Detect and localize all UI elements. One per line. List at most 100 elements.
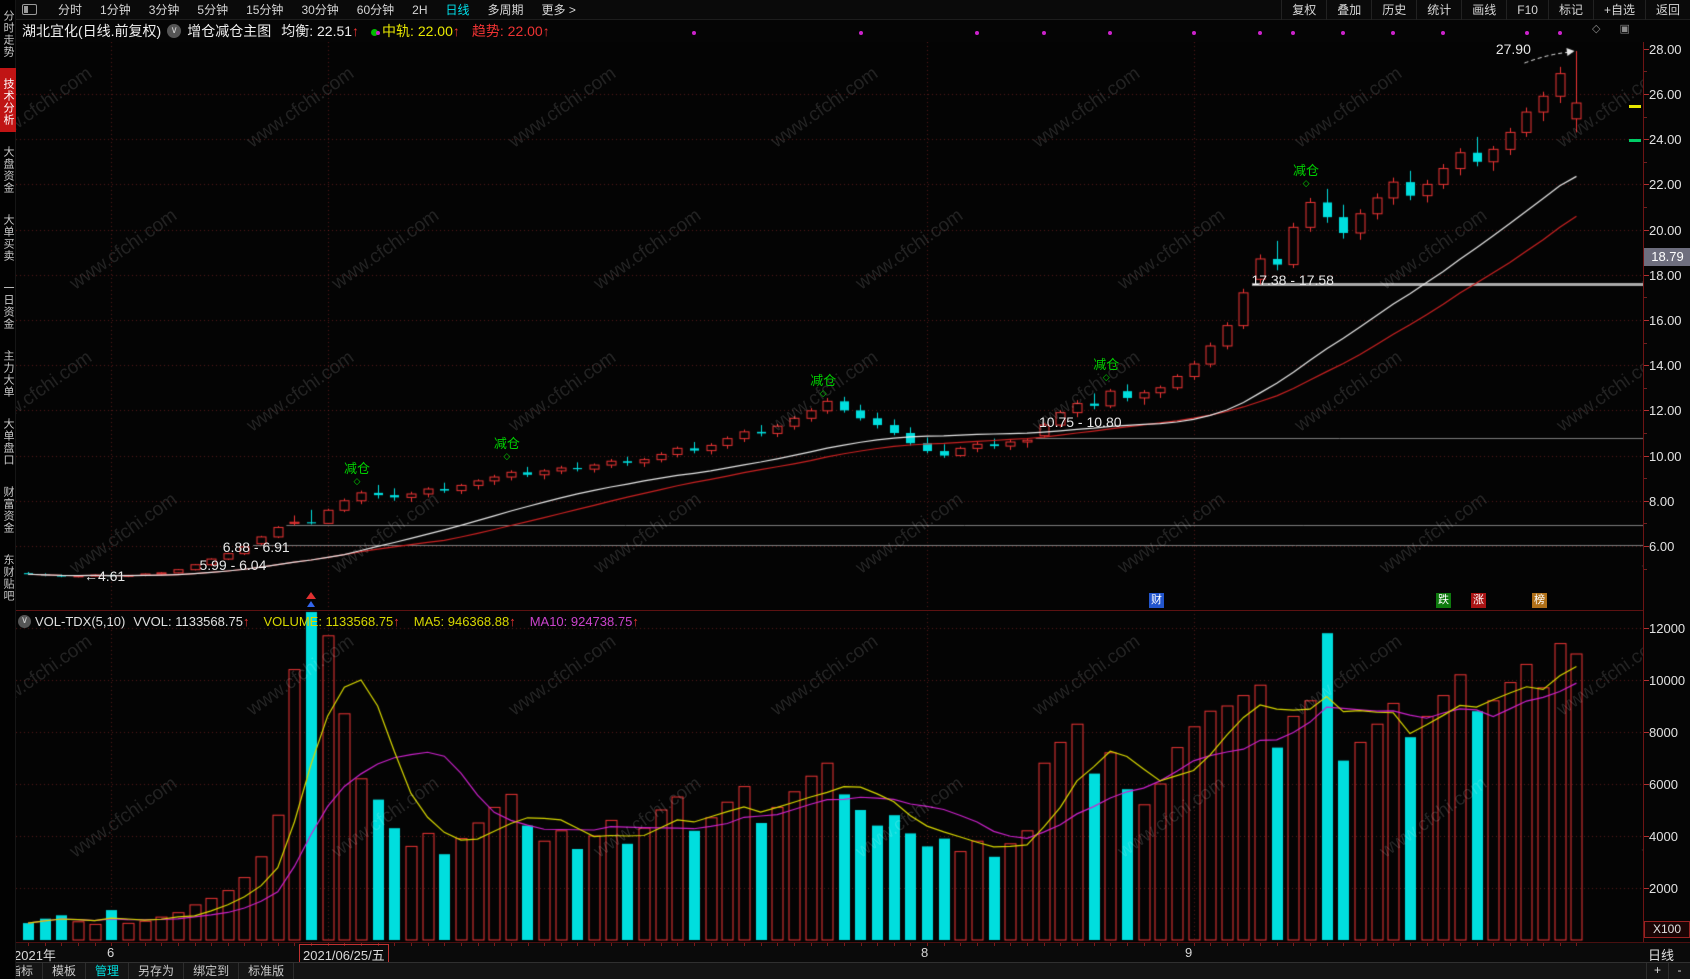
volume-stat-text: VOLUME: 1133568.75: [263, 613, 394, 629]
sidebar-item-6[interactable]: 主力大单: [2, 350, 14, 398]
signal-dot-icon: [692, 31, 696, 35]
price-tick-label: 8.00: [1649, 493, 1675, 509]
diamond-icon: ◇: [1102, 372, 1110, 383]
price-minor-tick: [1644, 387, 1647, 389]
date-tick: [244, 943, 246, 946]
period-tab[interactable]: 15分钟: [246, 2, 284, 17]
volume-tick-label: 6000: [1649, 777, 1678, 792]
period-tab[interactable]: 1分钟: [100, 2, 131, 17]
reduce-position-label: 减仓 ◇: [344, 462, 370, 488]
panel-badge[interactable]: 榜: [1532, 593, 1547, 608]
signal-dot-icon: [1258, 31, 1263, 35]
date-tick: [394, 943, 396, 946]
price-tick: [1644, 93, 1649, 95]
volume-tick-label: 12000: [1649, 621, 1686, 636]
indicator-collapse-icon[interactable]: ∨: [167, 24, 182, 38]
stat-text: 均衡: 22.51: [281, 23, 353, 39]
volume-indicator-header: ∨ VOL-TDX(5,10) VVOL: 1133568.75↑ VOLUME: 1…: [18, 612, 653, 630]
toolbar-button[interactable]: 标记: [1547, 0, 1593, 20]
toolbar-button[interactable]: F10: [1506, 0, 1548, 20]
period-tab[interactable]: 日线: [445, 2, 470, 17]
date-tick: [560, 943, 562, 946]
price-tick: [1644, 545, 1649, 547]
bottom-tab[interactable]: 另存为: [129, 962, 185, 979]
sidebar-item-9[interactable]: 东财贴吧: [2, 554, 14, 602]
date-tick: [510, 943, 512, 946]
panel-badge[interactable]: 跌: [1436, 593, 1451, 608]
date-tick: [1293, 943, 1295, 946]
sidebar-item-4[interactable]: 大单买卖: [2, 214, 14, 262]
price-minor-tick: [1644, 478, 1647, 480]
period-tab[interactable]: 分时: [58, 2, 83, 17]
reduce-position-label: 减仓 ◇: [1293, 164, 1319, 190]
bottom-tab[interactable]: 标准版: [239, 962, 295, 979]
price-minor-tick: [1644, 432, 1647, 434]
volume-tick-label: 10000: [1649, 673, 1686, 688]
price-tick: [1644, 48, 1649, 50]
bottom-tab[interactable]: 管理: [86, 962, 130, 979]
candlestick-chart[interactable]: [16, 42, 1643, 610]
sidebar-item-2[interactable]: 技术分析: [0, 68, 16, 132]
period-tab[interactable]: 60分钟: [356, 2, 395, 17]
zoom-in-button[interactable]: +: [1646, 962, 1668, 979]
period-tab[interactable]: 30分钟: [301, 2, 339, 17]
date-tick: [1526, 943, 1528, 946]
date-tick: [1043, 943, 1045, 946]
period-label[interactable]: 日线: [1648, 948, 1675, 963]
sidebar-item-8[interactable]: 财富资金: [2, 486, 14, 534]
bottom-tab[interactable]: 模板: [43, 962, 87, 979]
price-tick-label: 28.00: [1649, 42, 1682, 57]
volume-collapse-icon[interactable]: ∨: [18, 614, 31, 628]
date-tick: [1176, 943, 1178, 946]
date-tick: [410, 943, 412, 946]
zoom-out-button[interactable]: -: [1668, 962, 1690, 979]
date-tick: [1060, 943, 1062, 946]
toolbar-button[interactable]: 统计: [1416, 0, 1461, 20]
sidebar-item-5[interactable]: 一日资金: [2, 282, 14, 330]
last-price-tag: 18.79: [1644, 247, 1690, 266]
sidebar-item-7[interactable]: 大单盘口: [2, 418, 14, 466]
panel-badge[interactable]: 财: [1149, 593, 1164, 608]
volume-tick: [1644, 784, 1649, 785]
toolbar-button[interactable]: 历史: [1371, 0, 1416, 20]
period-tab[interactable]: 多周期: [487, 2, 524, 17]
period-tab[interactable]: 2H: [412, 2, 428, 17]
date-tick: [211, 943, 213, 946]
date-axis[interactable]: 日线 2021年 6 2021/06/25/五 8 9: [0, 942, 1690, 965]
toolbar-button[interactable]: +自选: [1592, 0, 1645, 20]
volume-stat: MA10: 924738.75↑: [530, 614, 639, 629]
date-tick: [494, 943, 496, 946]
price-axis[interactable]: 28.00 26.00 24.00 22.00 20.00 18.00 16.00 14.00…: [1643, 42, 1690, 942]
panel-badge[interactable]: 涨: [1471, 593, 1486, 608]
toolbar-button[interactable]: 叠加: [1326, 0, 1371, 20]
toolbar-button[interactable]: 复权: [1281, 0, 1326, 20]
date-tick: [527, 943, 529, 946]
panel-separator: [16, 610, 1643, 611]
price-minor-tick: [1644, 206, 1647, 208]
date-label: 8: [921, 945, 929, 960]
toolbar-button[interactable]: 画线: [1461, 0, 1506, 20]
layout-toggle-icon[interactable]: [22, 4, 37, 15]
toolbar-right-buttons: 复权 叠加 历史 统计 画线 F10 标记 +自选 返回: [1281, 0, 1690, 20]
period-tab[interactable]: 更多 >: [541, 2, 576, 17]
bottom-tab[interactable]: 绑定到: [184, 962, 240, 979]
period-tab[interactable]: 5分钟: [197, 2, 229, 17]
date-tick: [1110, 943, 1112, 946]
price-tick-label: 14.00: [1649, 358, 1682, 374]
indicator-stat: 中轨: 22.00↑: [371, 21, 460, 41]
sidebar-item-3[interactable]: 大盘资金: [2, 146, 14, 194]
date-label: 9: [1185, 945, 1193, 960]
indicator-name[interactable]: 增仓减仓主图: [187, 23, 272, 39]
period-tab[interactable]: 3分钟: [148, 2, 180, 17]
toolbar-button[interactable]: 返回: [1644, 0, 1690, 20]
sidebar-item-1[interactable]: 分时走势: [2, 10, 14, 58]
signal-dot-icon: [1557, 31, 1562, 35]
price-minor-tick: [1644, 297, 1647, 299]
price-tick: [1644, 455, 1649, 457]
price-minor-tick: [1644, 161, 1647, 163]
date-tick: [710, 943, 712, 946]
signal-dot-icon: [1041, 31, 1046, 35]
volume-chart[interactable]: [16, 610, 1643, 942]
chart-corner-icons[interactable]: ◇ ▣: [1592, 23, 1638, 35]
date-tick: [777, 943, 779, 946]
